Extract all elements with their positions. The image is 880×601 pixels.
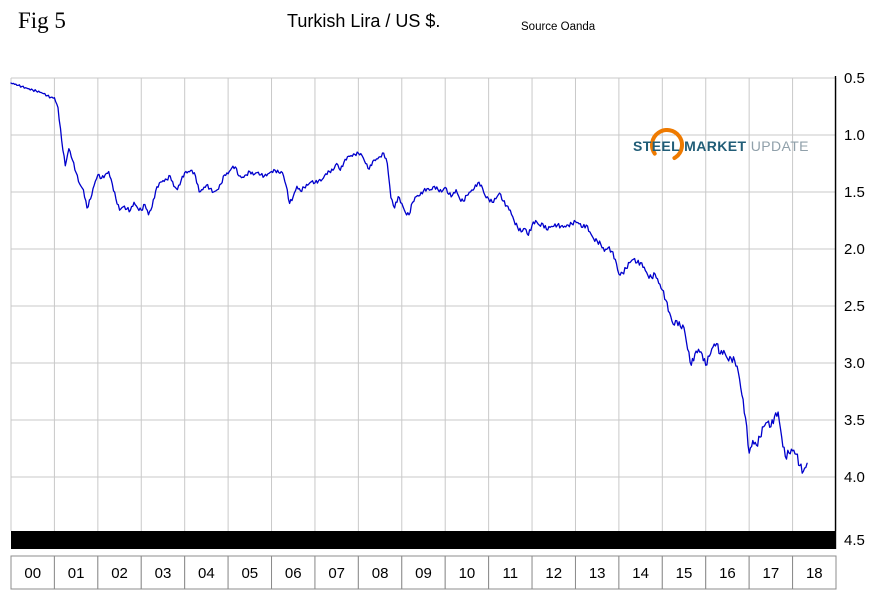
x-tick-box: [227, 555, 273, 590]
x-tick-label: 09: [415, 565, 432, 582]
x-tick-label: 04: [198, 565, 215, 582]
chart-title: Turkish Lira / US $.: [287, 11, 441, 31]
x-tick-box: [618, 555, 663, 590]
x-tick-box: [314, 555, 359, 590]
logo-word-steel: STEEL: [633, 138, 680, 154]
source-label: Source Oanda: [521, 21, 596, 33]
y-tick-label: 3.5: [844, 412, 865, 429]
price-line: [10, 82, 808, 474]
x-axis-band: [11, 531, 836, 549]
x-tick-label: 17: [763, 565, 780, 582]
smu-logo: STEEL MARKET UPDATE: [629, 128, 809, 164]
x-tick-label: 06: [285, 565, 302, 582]
x-tick-label: 11: [503, 565, 519, 582]
y-tick-label: 1.0: [844, 127, 865, 144]
x-tick-label: 15: [676, 565, 693, 582]
x-tick-box: [531, 555, 576, 590]
x-tick-box: [140, 555, 186, 590]
x-tick-box: [705, 555, 750, 590]
x-tick-label: 00: [24, 565, 41, 582]
x-tick-label: 18: [806, 565, 823, 582]
x-tick-label: 05: [241, 565, 258, 582]
x-tick-label: 16: [719, 565, 736, 582]
x-tick-box: [748, 555, 794, 590]
x-tick-label: 14: [632, 565, 649, 582]
x-tick-box: [792, 555, 837, 590]
x-tick-label: 12: [545, 565, 562, 582]
x-tick-box: [53, 555, 99, 590]
logo-arc-icon: [650, 128, 684, 162]
y-tick-label: 3.0: [844, 355, 865, 372]
y-tick-label: 2.5: [844, 298, 865, 315]
x-tick-box: [488, 555, 533, 590]
x-tick-box: [444, 555, 490, 590]
y-tick-label: 0.5: [844, 70, 865, 87]
x-tick-box: [574, 555, 620, 590]
x-tick-box: [661, 555, 707, 590]
y-tick-label: 2.0: [844, 241, 865, 258]
logo-word-update: UPDATE: [750, 138, 809, 154]
x-tick-label: 08: [372, 565, 389, 582]
x-tick-box: [357, 555, 403, 590]
logo-word-market: MARKET: [684, 138, 747, 154]
logo-text: STEEL MARKET UPDATE: [633, 138, 809, 154]
y-tick-label: 4.5: [844, 532, 865, 549]
x-tick-label: 02: [111, 565, 128, 582]
x-tick-label: 13: [589, 565, 606, 582]
x-tick-label: 03: [155, 565, 172, 582]
x-tick-label: 10: [459, 565, 476, 582]
x-tick-label: 01: [68, 565, 85, 582]
y-tick-label: 4.0: [844, 469, 865, 486]
y-tick-label: 1.5: [844, 184, 865, 201]
figure-number: Fig 5: [18, 8, 66, 33]
x-tick-label: 07: [328, 565, 345, 582]
